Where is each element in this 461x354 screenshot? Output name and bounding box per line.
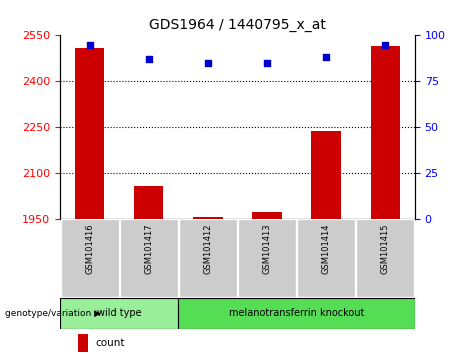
Point (145, 57, 152, 62)
Text: GSM101416: GSM101416 (85, 223, 94, 274)
Title: GDS1964 / 1440795_x_at: GDS1964 / 1440795_x_at (149, 18, 326, 32)
Text: genotype/variation ▶: genotype/variation ▶ (5, 309, 100, 318)
Text: GSM101415: GSM101415 (381, 223, 390, 274)
Bar (134, 186, 164, 219)
Text: count: count (95, 338, 125, 348)
Text: GSM101412: GSM101412 (203, 223, 213, 274)
Text: wild type: wild type (97, 308, 142, 318)
Bar (60, 219, 118, 297)
Text: GSM101417: GSM101417 (144, 223, 153, 274)
Point (263, 60, 271, 66)
Bar (60, 298, 178, 329)
Bar (75, 48, 104, 219)
Bar (252, 212, 282, 219)
Point (86, 42, 93, 47)
Bar (179, 219, 237, 297)
Bar (297, 219, 355, 297)
Point (382, 42, 389, 47)
Bar (238, 219, 296, 297)
Bar (120, 219, 177, 297)
Bar (193, 217, 223, 219)
Text: GSM101414: GSM101414 (322, 223, 331, 274)
Bar (356, 219, 414, 297)
Text: GSM101413: GSM101413 (262, 223, 272, 274)
Point (322, 55, 330, 60)
Bar (311, 131, 341, 219)
Text: melanotransferrin knockout: melanotransferrin knockout (229, 308, 364, 318)
Bar (178, 298, 415, 329)
Bar (371, 46, 400, 219)
Bar (77, 334, 89, 352)
Point (204, 60, 212, 66)
